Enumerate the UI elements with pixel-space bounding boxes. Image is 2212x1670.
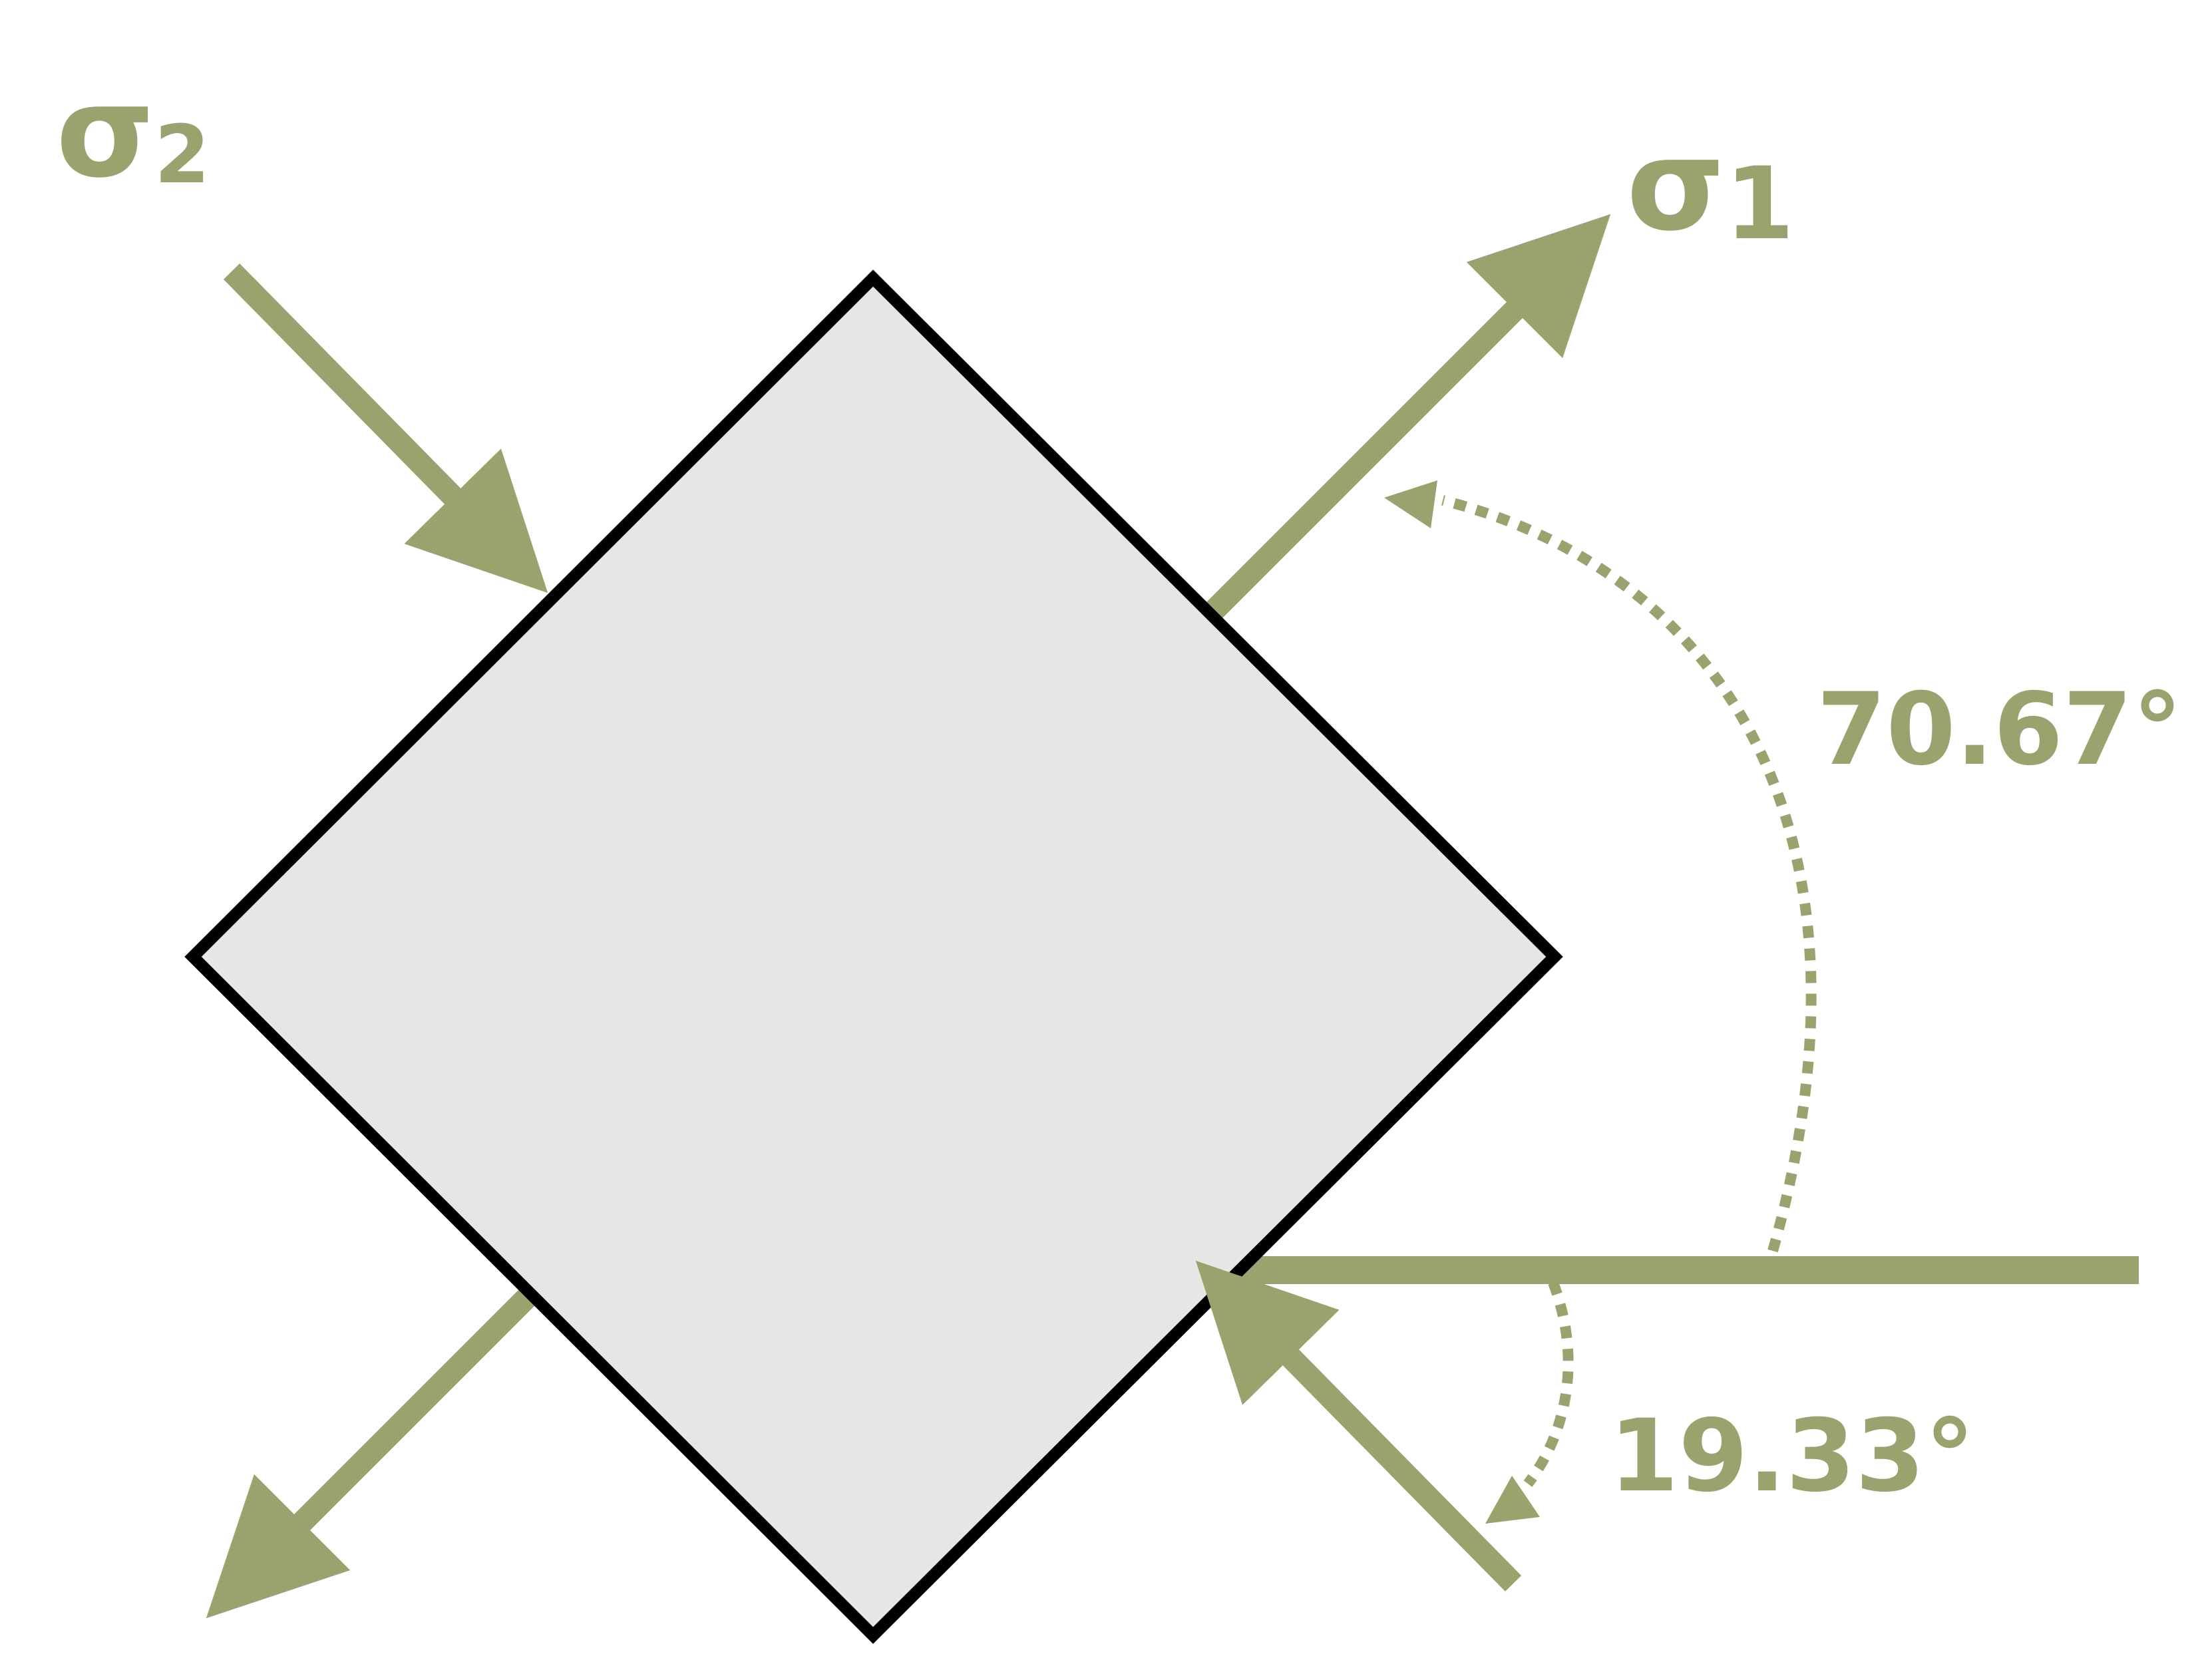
sigma2-arrow-lower-right: [1195, 1260, 1522, 1591]
sigma1-label: σ1: [1626, 112, 1794, 262]
angle-arc-large-arrowhead: [1384, 480, 1437, 528]
angle-arc-small: [1523, 1281, 1574, 1487]
sigma2-subscript: 2: [154, 109, 210, 202]
sigma2-arrow-upper-left: [223, 263, 548, 593]
sigma1-subscript: 1: [1725, 146, 1794, 262]
sigma2-symbol: σ: [56, 59, 154, 206]
sigma2-label: σ2: [56, 59, 210, 206]
angle-label-small: 19.33°: [1609, 1399, 1974, 1514]
sigma1-arrow-lower-left: [206, 1282, 542, 1619]
sigma1-arrow-upper-right: [1196, 214, 1611, 629]
sigma1-symbol: σ: [1626, 112, 1725, 259]
angle-arc-small-arrowhead: [1485, 1476, 1540, 1524]
angle-arc-large: [1441, 495, 1817, 1253]
angle-label-large: 70.67°: [1817, 672, 2182, 788]
stress-element: [184, 269, 1563, 1644]
